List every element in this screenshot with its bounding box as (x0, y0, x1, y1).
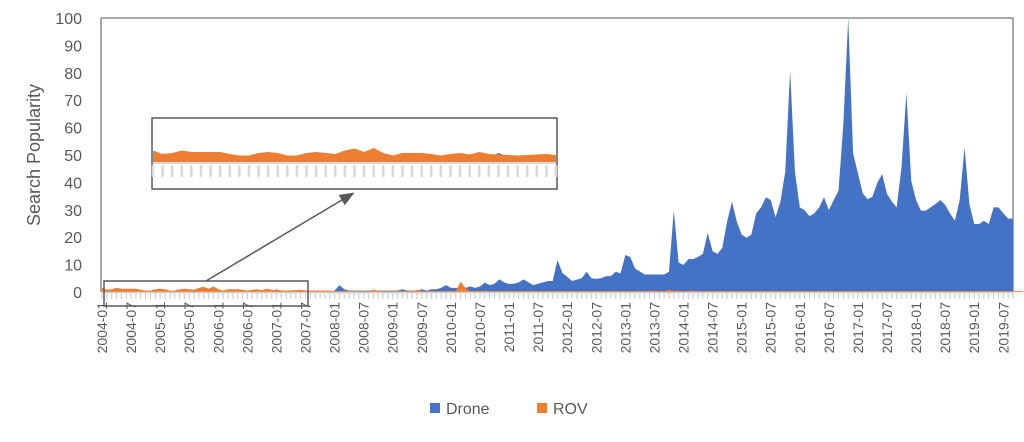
y-tick-label: 90 (64, 38, 82, 55)
x-tick-label: 2007-01 (268, 302, 284, 354)
x-tick-label: 2004-07 (123, 302, 139, 354)
x-tick-label: 2017-01 (850, 302, 866, 354)
y-tick-label: 50 (64, 148, 82, 165)
x-tick-label: 2018-07 (937, 302, 953, 354)
x-tick-label: 2019-01 (966, 302, 982, 354)
x-tick-label: 2015-01 (734, 302, 750, 354)
zoom-arrow (205, 192, 355, 282)
x-tick-label: 2010-01 (443, 302, 459, 354)
x-tick-label: 2013-01 (617, 302, 633, 354)
x-tick-label: 2013-07 (646, 302, 662, 354)
x-tick-label: 2012-07 (588, 302, 604, 354)
x-tick-label: 2009-01 (385, 302, 401, 354)
x-tick-label: 2018-01 (908, 302, 924, 354)
inset-area-rov (153, 148, 556, 162)
legend-label-rov: ROV (553, 401, 588, 418)
x-tick-label: 2006-01 (210, 302, 226, 354)
y-tick-label: 10 (64, 258, 82, 275)
y-axis-title: Search Popularity (24, 84, 44, 226)
x-tick-label: 2019-07 (995, 302, 1011, 354)
area-series-drone (102, 18, 1013, 292)
x-tick-label: 2011-07 (530, 302, 546, 353)
legend-label-drone: Drone (446, 401, 490, 418)
area-series-rov (102, 281, 1023, 292)
y-tick-label: 20 (64, 230, 82, 247)
x-tick-label: 2012-01 (559, 302, 575, 354)
x-tick-label: 2011-01 (501, 302, 517, 353)
x-tick-label: 2006-07 (239, 302, 255, 354)
x-tick-label: 2014-07 (705, 302, 721, 354)
plot-frame (100, 17, 1014, 292)
x-tick-label: 2017-07 (879, 302, 895, 354)
x-tick-label: 2016-07 (821, 302, 837, 354)
x-tick-label: 2004-01 (94, 302, 110, 354)
legend: Drone ROV (430, 401, 588, 418)
y-tick-label: 60 (64, 121, 82, 138)
x-tick-label: 2010-07 (472, 302, 488, 354)
x-tick-label: 2014-01 (675, 302, 691, 354)
y-tick-label: 0 (73, 285, 82, 302)
x-tick-label: 2005-01 (152, 302, 168, 354)
x-tick-label: 2008-01 (327, 302, 343, 354)
legend-swatch-drone (430, 403, 440, 413)
y-tick-label: 40 (64, 175, 82, 192)
x-tick-label: 2005-07 (181, 302, 197, 354)
x-tick-label: 2016-01 (792, 302, 808, 354)
y-tick-label: 30 (64, 203, 82, 220)
x-tick-label: 2015-07 (763, 302, 779, 354)
x-tick-label: 2008-07 (356, 302, 372, 354)
x-tick-label: 2007-07 (298, 302, 314, 354)
x-tick-label: 2009-07 (414, 302, 430, 354)
y-tick-label: 100 (55, 11, 82, 28)
legend-swatch-rov (537, 403, 547, 413)
y-tick-label: 70 (64, 93, 82, 110)
y-tick-label: 80 (64, 66, 82, 83)
